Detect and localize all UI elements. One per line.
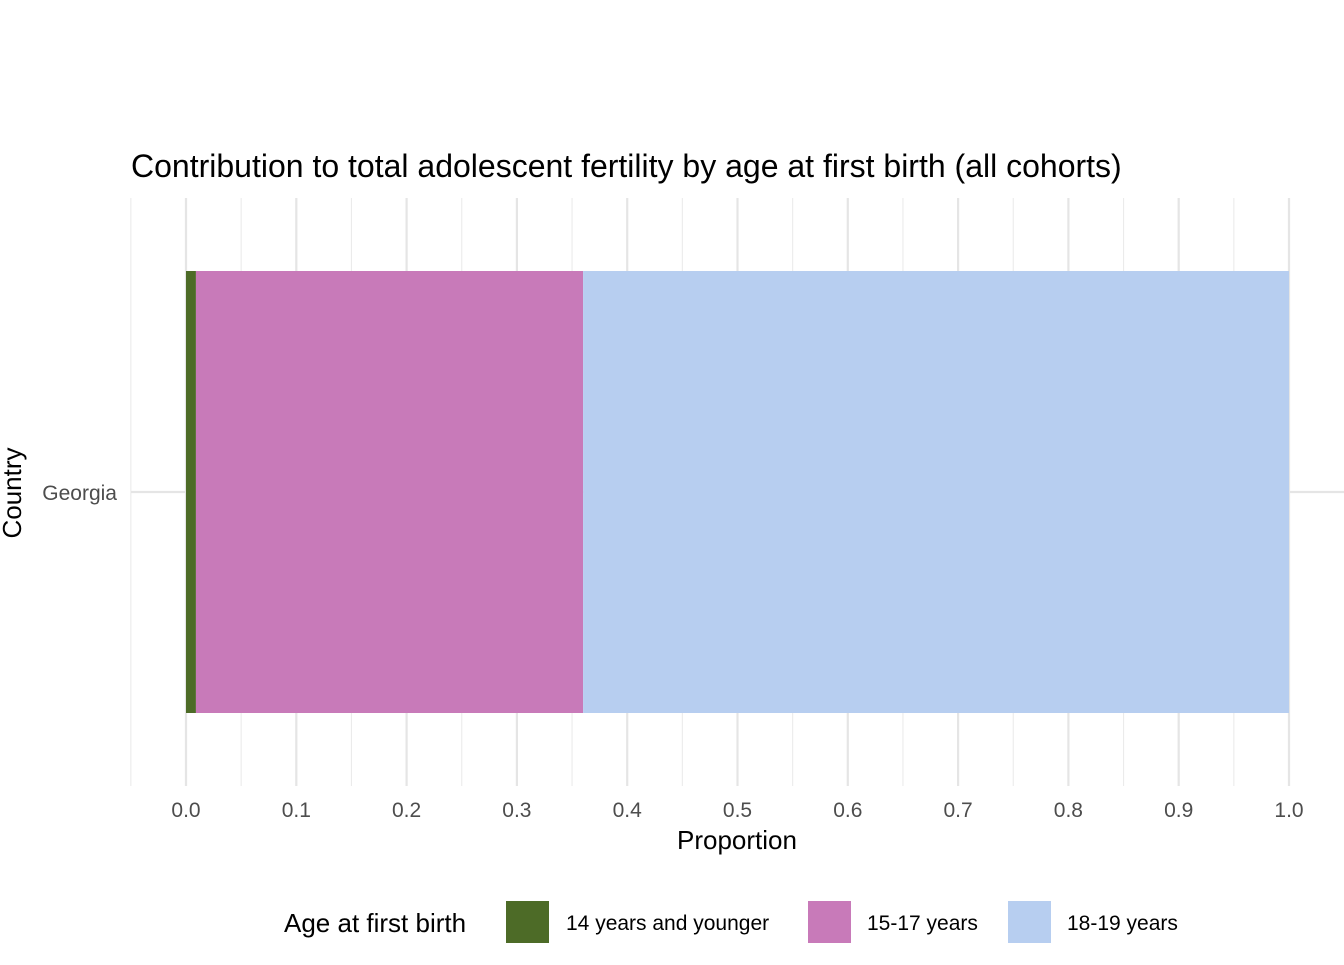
bar-segment xyxy=(195,271,584,713)
x-tick-label: 0.2 xyxy=(392,799,421,822)
x-tick-label: 0.8 xyxy=(1054,799,1083,822)
x-tick-label: 0.5 xyxy=(723,799,752,822)
legend: Age at first birth 14 years and younger 1… xyxy=(284,901,1178,943)
y-axis-label: Country xyxy=(0,447,27,538)
x-tick-label: 0.1 xyxy=(282,799,311,822)
x-tick-label: 0.7 xyxy=(943,799,972,822)
legend-label: 14 years and younger xyxy=(566,912,769,935)
y-tick-labels: Georgia xyxy=(42,482,117,505)
y-tick-label: Georgia xyxy=(42,482,117,505)
bar-segment xyxy=(186,271,196,713)
chart-title: Contribution to total adolescent fertili… xyxy=(131,148,1122,184)
legend-key xyxy=(506,901,549,943)
legend-title: Age at first birth xyxy=(284,908,466,938)
x-axis-label: Proportion xyxy=(677,825,797,855)
bar-segment xyxy=(583,271,1289,713)
legend-key xyxy=(808,901,851,943)
x-tick-label: 0.0 xyxy=(171,799,200,822)
x-tick-label: 0.9 xyxy=(1164,799,1193,822)
x-tick-label: 0.3 xyxy=(502,799,531,822)
x-tick-labels: 0.0 0.1 0.2 0.3 0.4 0.5 0.6 0.7 0.8 0.9 1.0 xyxy=(171,799,1303,822)
x-tick-label: 1.0 xyxy=(1274,799,1303,822)
legend-label: 18-19 years xyxy=(1067,912,1178,935)
x-tick-label: 0.6 xyxy=(833,799,862,822)
legend-key xyxy=(1008,901,1051,943)
legend-label: 15-17 years xyxy=(867,912,978,935)
x-tick-label: 0.4 xyxy=(613,799,643,822)
bars xyxy=(186,271,1289,713)
